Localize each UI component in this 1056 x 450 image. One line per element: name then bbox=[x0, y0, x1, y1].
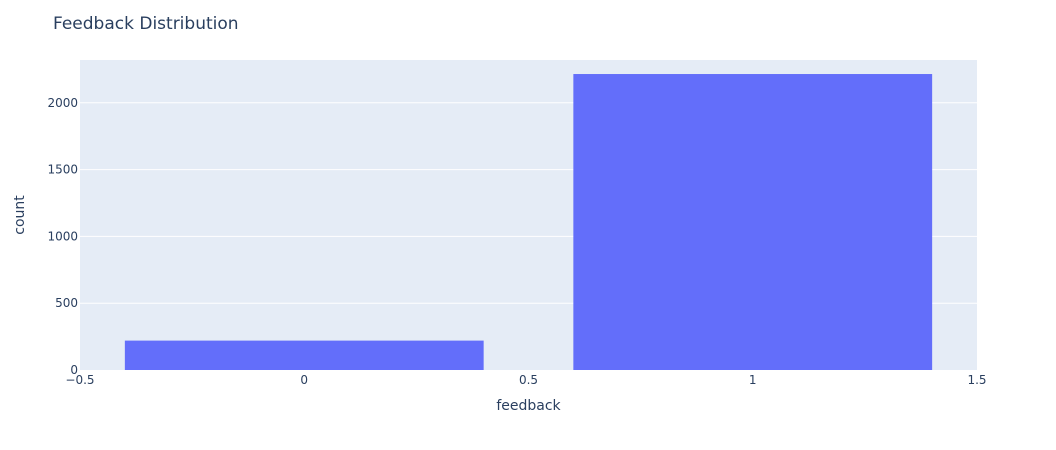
x-tick-label: −0.5 bbox=[65, 373, 94, 387]
x-axis-ticks: −0.5 0 0.5 1 1.5 bbox=[65, 373, 986, 387]
x-tick-label: 0.5 bbox=[519, 373, 538, 387]
y-tick-label: 1000 bbox=[47, 229, 78, 243]
bar-feedback-1[interactable] bbox=[573, 74, 933, 370]
y-tick-label: 0 bbox=[70, 363, 78, 377]
y-axis-ticks: 0 500 1000 1500 2000 bbox=[47, 96, 78, 377]
bars bbox=[124, 74, 933, 370]
chart-title: Feedback Distribution bbox=[53, 14, 239, 34]
bar-feedback-0[interactable] bbox=[124, 340, 484, 370]
y-axis-title: count bbox=[12, 195, 28, 235]
y-tick-label: 1500 bbox=[47, 163, 78, 177]
x-tick-label: 1 bbox=[749, 373, 757, 387]
x-tick-label: 0 bbox=[300, 373, 308, 387]
x-tick-label: 1.5 bbox=[967, 373, 986, 387]
y-tick-label: 2000 bbox=[47, 96, 78, 110]
x-axis-title: feedback bbox=[496, 398, 561, 414]
y-tick-label: 500 bbox=[55, 296, 78, 310]
